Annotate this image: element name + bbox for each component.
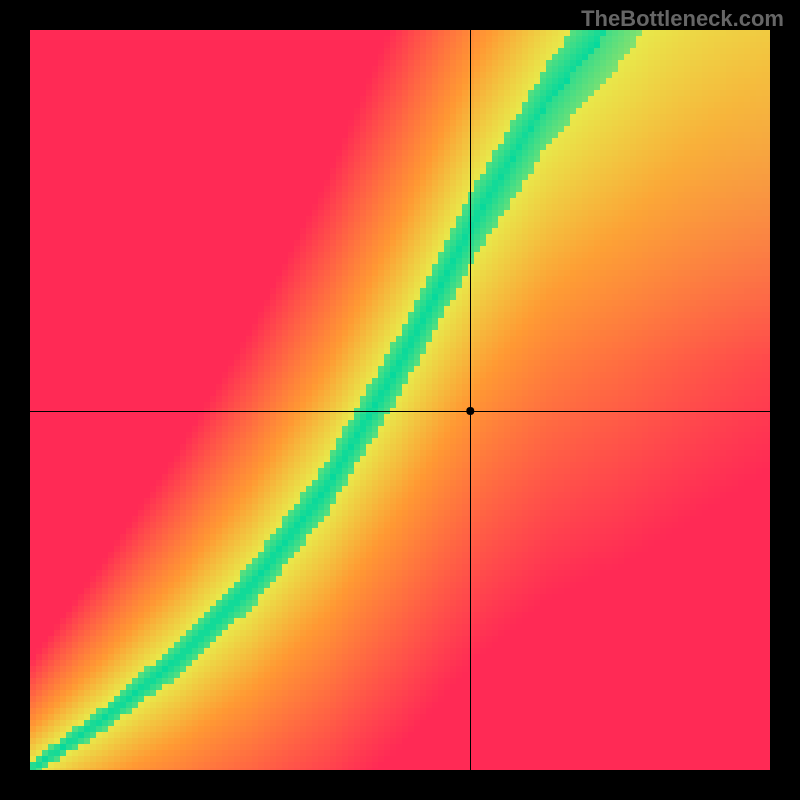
chart-root: TheBottleneck.com — [0, 0, 800, 800]
watermark-text: TheBottleneck.com — [581, 6, 784, 32]
heatmap-canvas — [0, 0, 800, 800]
